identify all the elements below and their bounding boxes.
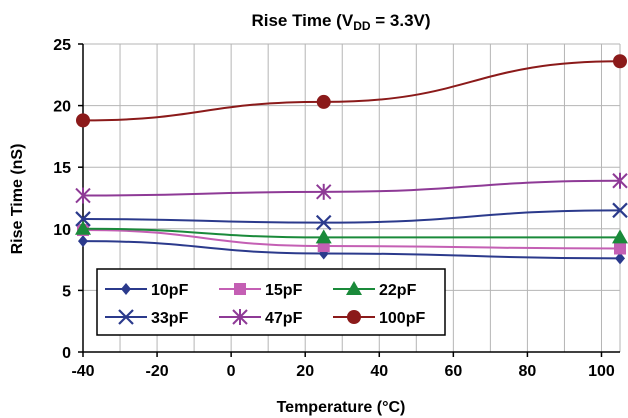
x-tick-label: 40: [370, 363, 388, 380]
legend-swatch-marker: [346, 281, 362, 295]
legend-label: 22pF: [379, 282, 417, 299]
legend-item-33pF: 33pF: [105, 309, 189, 327]
series-line-47pF: [82, 179, 621, 197]
x-tick-label: 20: [296, 363, 314, 380]
x-tick-label: 100: [588, 363, 615, 380]
data-point-10pF: [78, 235, 88, 248]
legend: 10pF 15pF 22pF 33pF 47pF 100pF: [96, 268, 446, 336]
legend-label: 100pF: [379, 310, 425, 327]
legend-item-10pF: 10pF: [105, 282, 189, 299]
data-point-33pF: [315, 214, 332, 231]
legend-label: 10pF: [151, 282, 189, 299]
legend-swatch-marker: [121, 283, 131, 295]
legend-box: [96, 268, 446, 336]
axes: 0 5 10 15 20 25 -40 -20 0 20 40 60 80 100: [53, 37, 620, 380]
data-point-100pF: [613, 54, 627, 69]
series-line-33pF: [82, 209, 621, 224]
legend-swatch-marker: [347, 310, 361, 324]
legend-item-100pF: 100pF: [333, 310, 425, 327]
data-point-100pF: [76, 113, 90, 128]
series-line-15pF: [82, 229, 621, 250]
series-10pF: [78, 235, 625, 265]
x-tick-label: 0: [227, 363, 236, 380]
legend-item-22pF: 22pF: [333, 281, 417, 299]
legend-label: 15pF: [265, 282, 303, 299]
y-axis-label: Rise Time (nS): [9, 144, 26, 255]
y-tick-label: 25: [53, 37, 71, 54]
chart-title-prefix: Rise Time (V: [251, 11, 353, 30]
y-tick-label: 20: [53, 99, 71, 116]
data-point-10pF: [615, 252, 625, 265]
data-point-33pF: [612, 202, 628, 219]
series-100pF: [76, 54, 627, 128]
legend-item-15pF: 15pF: [219, 282, 303, 299]
series-47pF: [75, 172, 628, 204]
data-point-22pF: [612, 229, 628, 244]
data-point-22pF: [315, 229, 332, 244]
x-tick-label: 60: [444, 363, 462, 380]
series-line-10pF: [82, 240, 621, 260]
y-tick-label: 0: [62, 345, 71, 362]
x-tick-label: -20: [146, 363, 169, 380]
data-point-33pF: [75, 211, 91, 227]
y-tick-label: 5: [62, 283, 71, 300]
data-point-47pF: [316, 183, 332, 200]
series-22pF: [75, 220, 628, 244]
x-tick-label: 80: [519, 363, 537, 380]
series-line-100pF: [82, 60, 621, 122]
x-tick-label: -40: [71, 363, 94, 380]
data-point-47pF: [75, 187, 91, 204]
chart-title-subscript: DD: [353, 19, 371, 33]
data-point-100pF: [316, 94, 331, 109]
legend-label: 47pF: [265, 310, 303, 327]
x-axis-label: Temperature (°C): [277, 399, 406, 416]
data-point-47pF: [612, 172, 628, 189]
legend-swatch-marker: [232, 309, 248, 325]
y-tick-label: 15: [53, 160, 71, 177]
chart-title-suffix: = 3.3V): [371, 11, 431, 30]
legend-label: 33pF: [151, 310, 189, 327]
legend-swatch-marker: [118, 309, 134, 325]
series-lines: [75, 54, 628, 265]
legend-swatch-marker: [234, 283, 246, 295]
legend-item-47pF: 47pF: [219, 309, 303, 327]
grid: [83, 43, 621, 352]
data-point-22pF: [75, 220, 91, 235]
data-point-15pF: [614, 242, 626, 255]
y-tick-label: 10: [53, 222, 71, 239]
chart-title: Rise Time (VDD = 3.3V): [251, 11, 430, 33]
series-33pF: [75, 202, 628, 231]
